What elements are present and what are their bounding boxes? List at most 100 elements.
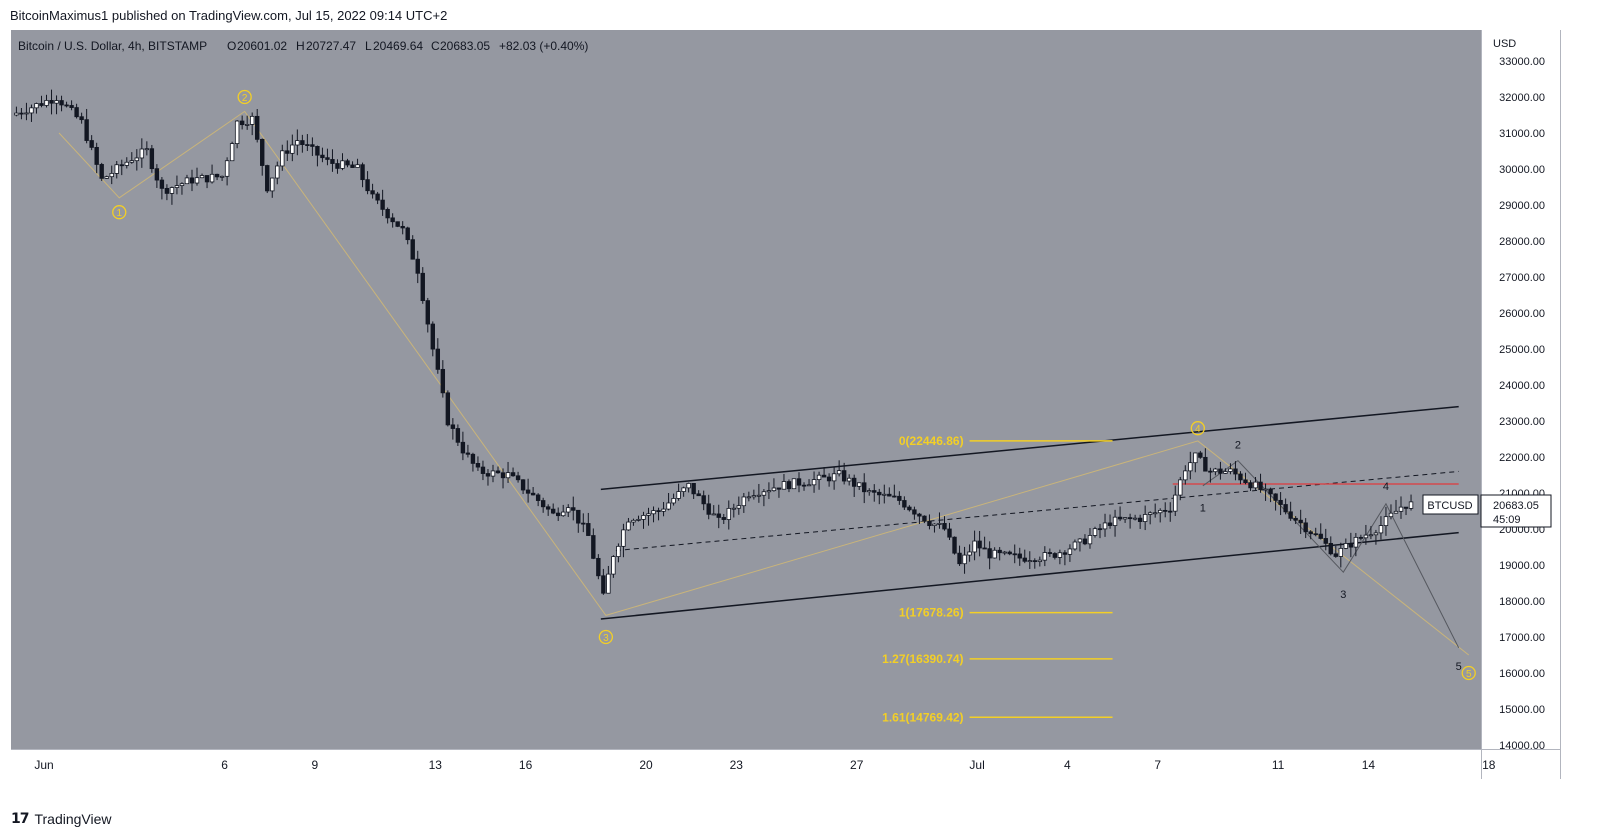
candle[interactable]: [435, 338, 441, 374]
candle[interactable]: [1027, 551, 1032, 569]
candle[interactable]: [646, 507, 651, 526]
tradingview-brand[interactable]: 17 TradingView: [11, 811, 112, 827]
candle[interactable]: [771, 478, 777, 492]
candle[interactable]: [1122, 517, 1128, 523]
candle[interactable]: [982, 536, 987, 550]
candle[interactable]: [64, 101, 69, 108]
candle[interactable]: [1017, 547, 1022, 566]
candle[interactable]: [1092, 526, 1098, 538]
candle[interactable]: [841, 462, 847, 485]
candle[interactable]: [1082, 534, 1088, 546]
candle[interactable]: [606, 565, 611, 594]
candle[interactable]: [214, 173, 220, 181]
candle[interactable]: [977, 530, 982, 557]
candle[interactable]: [917, 512, 922, 525]
candle[interactable]: [149, 144, 155, 173]
candle[interactable]: [902, 496, 907, 510]
candle[interactable]: [586, 512, 591, 536]
candle[interactable]: [445, 390, 451, 427]
candle[interactable]: [1253, 476, 1258, 490]
major-wave-marker[interactable]: 2: [237, 89, 252, 105]
candle[interactable]: [1107, 514, 1113, 529]
candle[interactable]: [470, 452, 476, 472]
candle[interactable]: [19, 107, 24, 120]
candle[interactable]: [490, 464, 496, 483]
candle[interactable]: [1137, 514, 1143, 529]
candle[interactable]: [1368, 526, 1374, 540]
candle[interactable]: [360, 162, 365, 188]
candle[interactable]: [249, 112, 255, 136]
candle[interactable]: [967, 544, 972, 562]
candle[interactable]: [836, 460, 842, 477]
candle[interactable]: [270, 177, 275, 198]
candle[interactable]: [29, 104, 34, 122]
candle[interactable]: [1328, 536, 1333, 556]
candle[interactable]: [460, 431, 466, 461]
candle[interactable]: [505, 461, 511, 483]
candle[interactable]: [1198, 450, 1203, 459]
candle[interactable]: [927, 514, 932, 530]
candle[interactable]: [239, 115, 245, 130]
candle[interactable]: [1343, 538, 1349, 550]
candle[interactable]: [545, 504, 551, 516]
candle[interactable]: [420, 267, 425, 304]
candle[interactable]: [199, 173, 205, 179]
candle[interactable]: [114, 160, 119, 179]
candle[interactable]: [1403, 506, 1409, 516]
candle[interactable]: [1263, 483, 1268, 501]
candle[interactable]: [731, 503, 736, 518]
candle[interactable]: [806, 479, 812, 487]
candle[interactable]: [54, 95, 59, 115]
candle[interactable]: [776, 487, 782, 498]
candle[interactable]: [686, 482, 691, 493]
candle[interactable]: [410, 235, 415, 260]
candle[interactable]: [1117, 506, 1123, 522]
candle[interactable]: [1248, 480, 1253, 491]
candle[interactable]: [826, 473, 832, 487]
candle[interactable]: [219, 175, 225, 181]
candle[interactable]: [581, 513, 586, 533]
candle[interactable]: [124, 157, 129, 169]
candle[interactable]: [129, 152, 134, 164]
candle[interactable]: [711, 505, 716, 516]
candle[interactable]: [295, 129, 300, 156]
candle[interactable]: [907, 505, 912, 512]
candle[interactable]: [631, 518, 636, 526]
candle[interactable]: [992, 547, 997, 559]
candle[interactable]: [390, 213, 395, 228]
candle[interactable]: [104, 175, 109, 179]
candle[interactable]: [395, 221, 400, 228]
chart-plot-area[interactable]: [11, 30, 1481, 749]
candle[interactable]: [1238, 471, 1243, 485]
candle[interactable]: [761, 488, 767, 507]
candle[interactable]: [1243, 472, 1248, 485]
candle[interactable]: [576, 509, 581, 533]
candle[interactable]: [1052, 552, 1058, 560]
candle[interactable]: [325, 148, 330, 166]
candle[interactable]: [1273, 493, 1278, 511]
candle[interactable]: [1228, 463, 1233, 475]
candle[interactable]: [134, 149, 140, 171]
price-axis-panel[interactable]: [1481, 30, 1560, 749]
candle[interactable]: [1142, 505, 1148, 531]
candle[interactable]: [962, 546, 967, 574]
candle[interactable]: [791, 478, 797, 490]
candle[interactable]: [84, 108, 89, 144]
candle[interactable]: [515, 471, 521, 483]
candle[interactable]: [867, 488, 872, 496]
major-wave-marker[interactable]: 5: [1461, 665, 1476, 681]
candle[interactable]: [174, 175, 180, 195]
candle[interactable]: [1132, 514, 1138, 521]
candle[interactable]: [831, 467, 837, 490]
candle[interactable]: [1218, 461, 1223, 480]
candle[interactable]: [370, 183, 375, 199]
candle[interactable]: [1102, 513, 1108, 537]
candle[interactable]: [74, 103, 79, 119]
candle[interactable]: [561, 504, 566, 517]
candle[interactable]: [1022, 549, 1027, 564]
candle[interactable]: [335, 159, 340, 174]
candle[interactable]: [315, 145, 320, 167]
candle[interactable]: [1178, 476, 1183, 501]
candle[interactable]: [601, 568, 606, 595]
